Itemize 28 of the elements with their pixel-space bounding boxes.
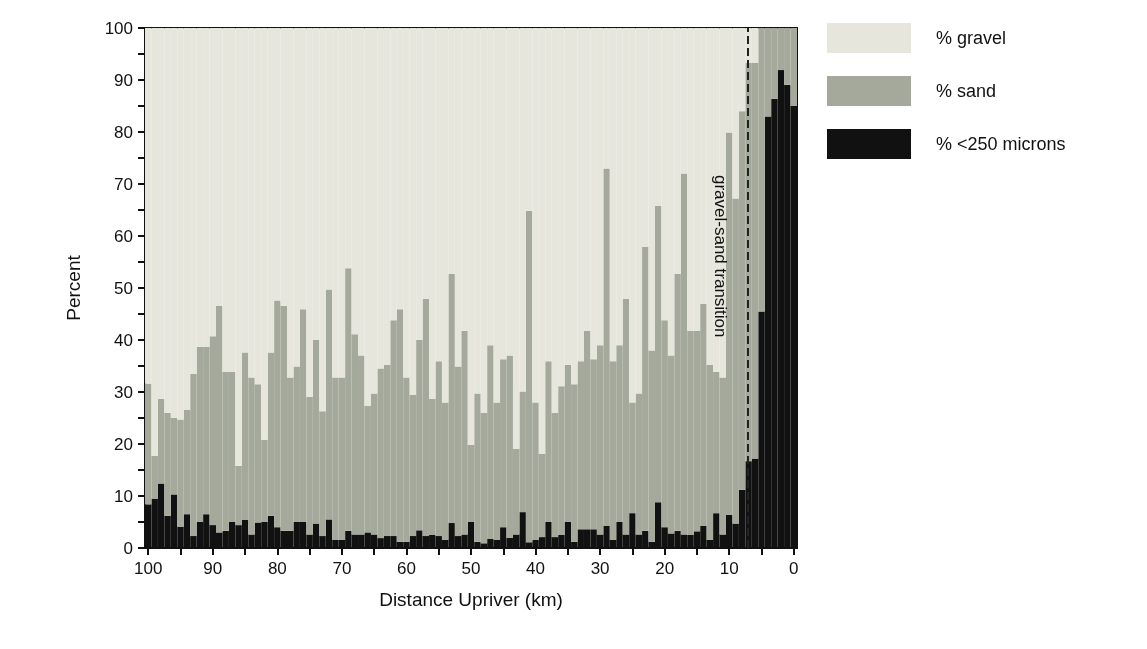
y-tick-label: 100 — [104, 18, 133, 38]
x-tick-label: 10 — [719, 559, 739, 578]
y-tick-label: 70 — [114, 174, 133, 194]
legend-label: % <250 microns — [936, 134, 1066, 154]
x-tick-label: 0 — [789, 559, 799, 578]
y-tick-label: 40 — [114, 330, 133, 350]
x-tick-label: 40 — [526, 559, 546, 578]
x-tick-label: 30 — [590, 559, 610, 578]
y-tick-label: 60 — [114, 226, 133, 246]
x-axis-title: Distance Upriver (km) — [379, 589, 563, 610]
x-tick-label: 80 — [267, 559, 287, 578]
x-tick-label: 100 — [134, 559, 163, 578]
ref-line-label: gravel-sand transition — [710, 175, 730, 338]
legend-label: % gravel — [936, 28, 1007, 48]
y-tick-label: 50 — [114, 278, 133, 298]
x-tick-label: 50 — [461, 559, 481, 578]
x-tick-label: 60 — [396, 559, 416, 578]
x-tick-label: 20 — [655, 559, 675, 578]
y-tick-label: 90 — [114, 70, 133, 90]
y-tick-label: 20 — [114, 434, 133, 454]
legend-label: % sand — [936, 81, 997, 101]
y-axis-title: Percent — [63, 254, 84, 321]
y-tick-label: 10 — [114, 486, 133, 506]
y-tick-label: 80 — [114, 122, 133, 142]
x-tick-label: 70 — [332, 559, 352, 578]
y-tick-label: 0 — [123, 538, 133, 558]
y-tick-label: 30 — [114, 382, 133, 402]
x-tick-label: 90 — [203, 559, 223, 578]
